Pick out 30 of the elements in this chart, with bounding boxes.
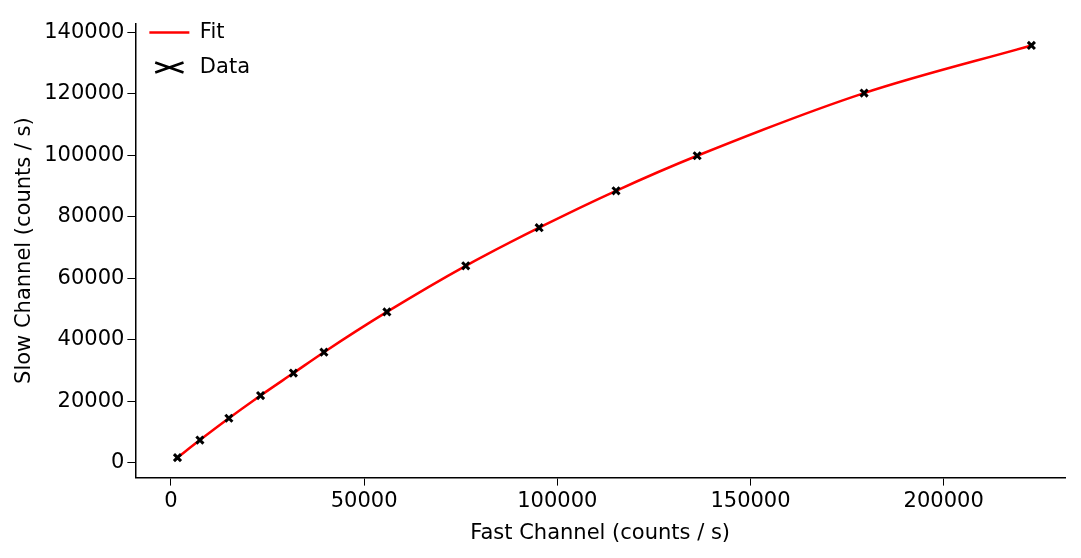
- x-tick-label: 150000: [710, 487, 791, 512]
- point: [610, 185, 622, 196]
- legend-label: Fit: [199, 18, 225, 43]
- point: [460, 260, 471, 271]
- x-tick-label: 50000: [330, 487, 398, 512]
- x-tick-label: 200000: [903, 487, 984, 512]
- x-axis-title: Fast Channel (counts / s): [470, 519, 731, 544]
- point: [172, 452, 183, 463]
- y-axis-title: Slow Channel (counts / s): [11, 117, 36, 384]
- point: [534, 222, 545, 233]
- point: [223, 413, 234, 424]
- y-tick-label: 60000: [57, 264, 125, 289]
- y-tick-label: 100000: [44, 141, 125, 166]
- point: [194, 435, 205, 446]
- y-tick-label: 140000: [44, 18, 125, 43]
- y-tick-label: 120000: [44, 80, 125, 105]
- point: [1026, 40, 1037, 51]
- point: [381, 306, 392, 317]
- y-tick-label: 80000: [57, 203, 125, 228]
- y-tick-label: 0: [110, 449, 125, 474]
- point: [692, 150, 703, 161]
- legend-label: Data: [199, 53, 251, 78]
- y-tick-label: 40000: [57, 326, 125, 351]
- y-tick-label: 20000: [57, 387, 125, 412]
- point: [859, 88, 870, 99]
- x-tick-label: 0: [164, 487, 178, 512]
- point: [318, 347, 329, 358]
- x-tick-label: 100000: [517, 487, 598, 512]
- point: [255, 390, 266, 401]
- point: [288, 368, 299, 379]
